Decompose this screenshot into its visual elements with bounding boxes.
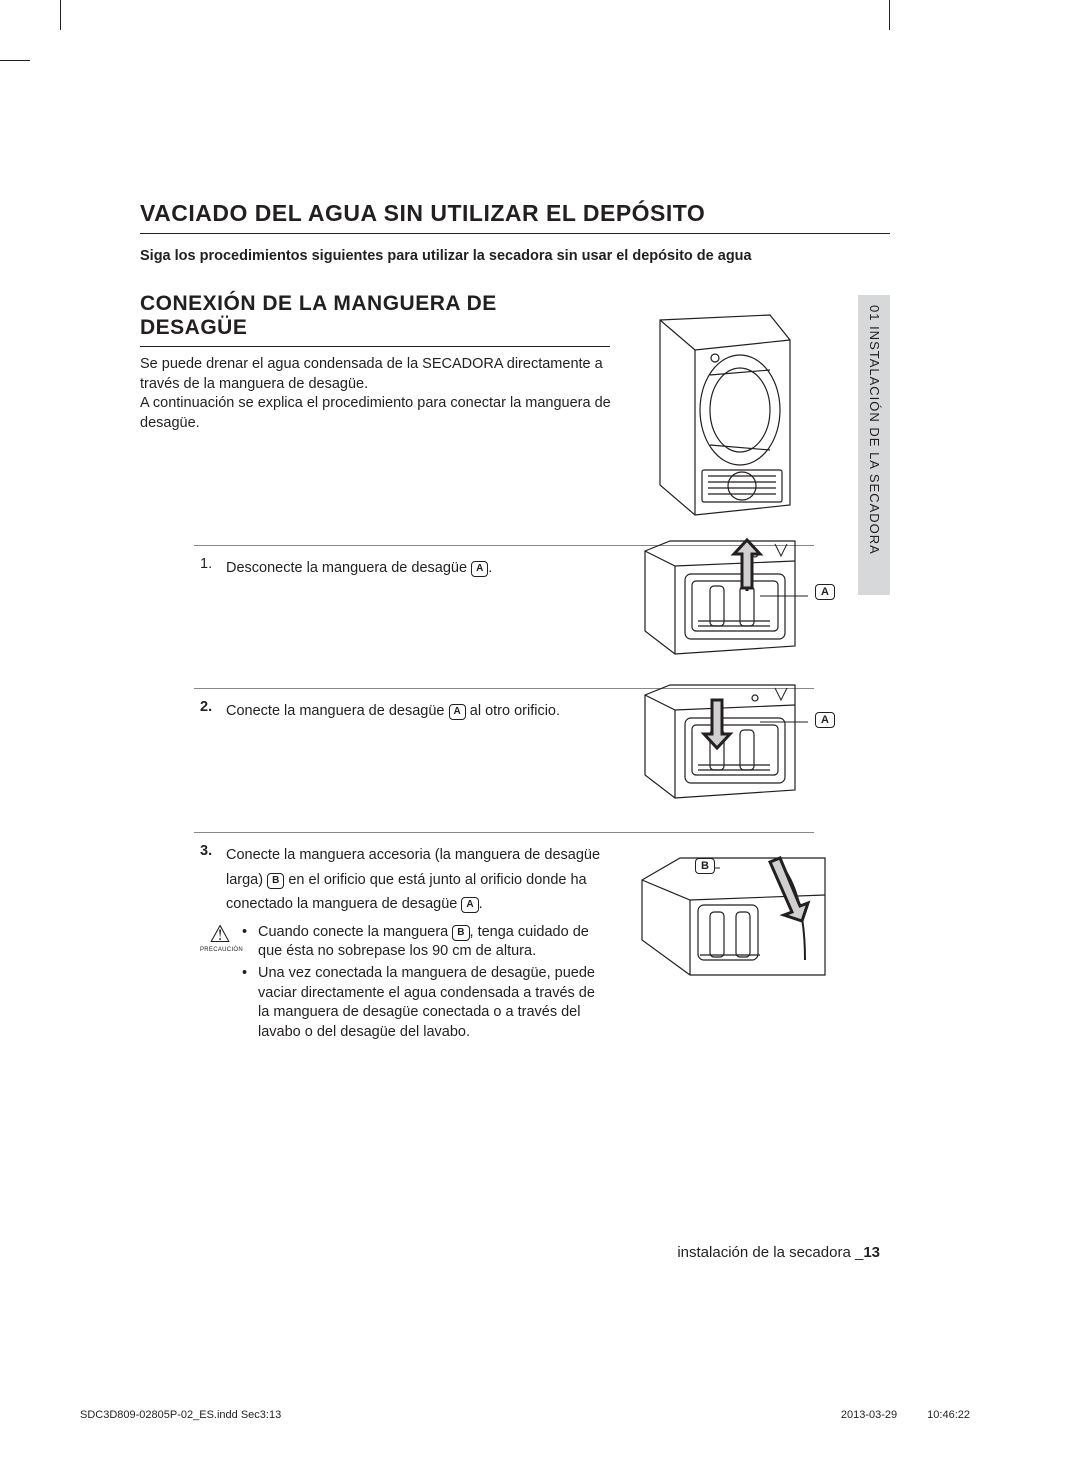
caution-item: Cuando conecte la manguera B, tenga cuid…	[240, 923, 610, 962]
figure-label-b: B	[695, 858, 715, 874]
caution-icon: ⚠ PRECAUCIÓN	[200, 923, 240, 1044]
key-a: A	[461, 897, 478, 913]
warning-triangle-icon: ⚠	[200, 923, 240, 947]
caution-item: Una vez conectada la manguera de desagüe…	[240, 964, 610, 1042]
step-text: Conecte la manguera accesoria (la mangue…	[226, 843, 616, 917]
figure-step3: B	[640, 840, 830, 980]
crop-mark	[0, 60, 30, 61]
step-number: 3.	[200, 843, 226, 859]
figure-dryer	[640, 310, 800, 520]
paragraph: Se puede drenar el agua condensada de la…	[140, 355, 640, 394]
step-number: 2.	[200, 699, 226, 715]
caution-list: Cuando conecte la manguera B, tenga cuid…	[240, 923, 610, 1044]
print-date: 2013-03-29	[841, 1409, 897, 1421]
heading-sub: CONEXIÓN DE LA MANGUERA DE DESAGÜE	[140, 292, 610, 347]
figure-label-a: A	[815, 584, 835, 600]
key-b: B	[267, 873, 284, 889]
crop-mark	[60, 0, 61, 30]
print-time: 10:46:22	[927, 1409, 970, 1421]
figure-label-a: A	[815, 712, 835, 728]
figure-step2: A	[640, 680, 830, 800]
step-number: 1.	[200, 556, 226, 572]
paragraph: A continuación se explica el procedimien…	[140, 394, 640, 433]
print-file: SDC3D809-02805P-02_ES.indd Sec3:13	[80, 1409, 281, 1421]
print-info: SDC3D809-02805P-02_ES.indd Sec3:13 2013-…	[80, 1409, 970, 1421]
key-a: A	[471, 561, 488, 577]
caution-label: PRECAUCIÓN	[200, 947, 240, 953]
key-b: B	[452, 925, 469, 941]
crop-mark	[889, 0, 890, 30]
divider	[194, 832, 814, 833]
heading-main: VACIADO DEL AGUA SIN UTILIZAR EL DEPÓSIT…	[140, 200, 890, 234]
intro-text: Siga los procedimientos siguientes para …	[140, 248, 890, 264]
page-footer: instalación de la secadora _13	[677, 1244, 880, 1261]
key-a: A	[449, 704, 466, 720]
figure-step1: A	[640, 536, 830, 656]
